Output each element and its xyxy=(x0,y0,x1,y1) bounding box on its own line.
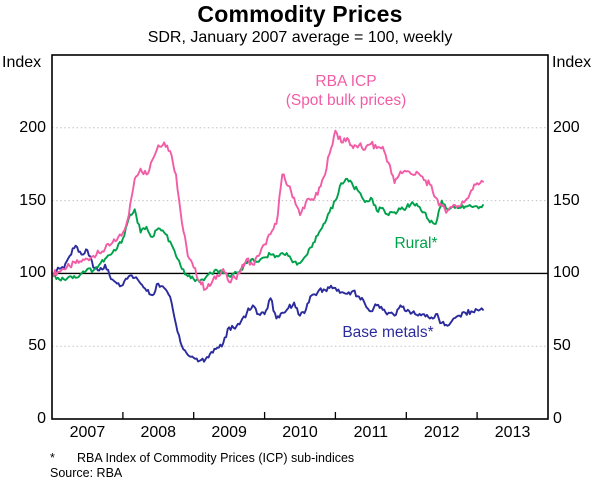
x-tick-label-2011: 2011 xyxy=(353,424,389,441)
x-tick-label-2008: 2008 xyxy=(140,424,177,441)
y-tick-label-left-50: 50 xyxy=(28,337,46,355)
footnote-text: RBA Index of Commodity Prices (ICP) sub-… xyxy=(77,451,355,465)
series-line-rural xyxy=(51,177,484,284)
plot-frame xyxy=(51,54,549,420)
footnote: * RBA Index of Commodity Prices (ICP) su… xyxy=(50,451,570,480)
y-tick-label-right-200: 200 xyxy=(553,118,580,136)
source-note: Source: RBA xyxy=(50,465,123,480)
left-axis-unit-label: Index xyxy=(2,54,42,71)
series-line-rba-icp xyxy=(51,129,484,291)
series-label-rba-icp-line1: RBA ICP xyxy=(315,73,377,90)
y-tick-label-left-100: 100 xyxy=(19,264,46,282)
x-tick-label-2007: 2007 xyxy=(69,424,106,441)
right-axis-unit-label: Index xyxy=(552,54,592,71)
series-label-rba-icp: RBA ICP (Spot bulk prices) xyxy=(266,72,426,110)
y-tick-label-right-50: 50 xyxy=(553,337,571,355)
x-tick-label-2009: 2009 xyxy=(211,424,247,441)
footnote-marker: * xyxy=(50,451,55,465)
y-tick-label-left-150: 150 xyxy=(19,191,46,209)
y-tick-label-right-100: 100 xyxy=(553,264,580,282)
chart-title: Commodity Prices xyxy=(197,1,403,27)
series-label-rba-icp-line2: (Spot bulk prices) xyxy=(285,92,407,109)
y-tick-label-right-0: 0 xyxy=(553,410,562,427)
series-line-base-metals xyxy=(51,244,484,363)
chart-subtitle: SDR, January 2007 average = 100, weekly xyxy=(147,29,453,46)
series-label-rural: Rural* xyxy=(394,235,438,252)
x-tick-label-2012: 2012 xyxy=(423,424,460,441)
x-tick-label-2013: 2013 xyxy=(494,424,531,441)
y-tick-label-right-150: 150 xyxy=(553,191,580,209)
y-tick-label-left-200: 200 xyxy=(19,118,46,136)
series-label-base-metals: Base metals* xyxy=(342,324,434,341)
y-tick-label-left-0: 0 xyxy=(37,410,46,427)
x-tick-label-2010: 2010 xyxy=(282,424,318,441)
